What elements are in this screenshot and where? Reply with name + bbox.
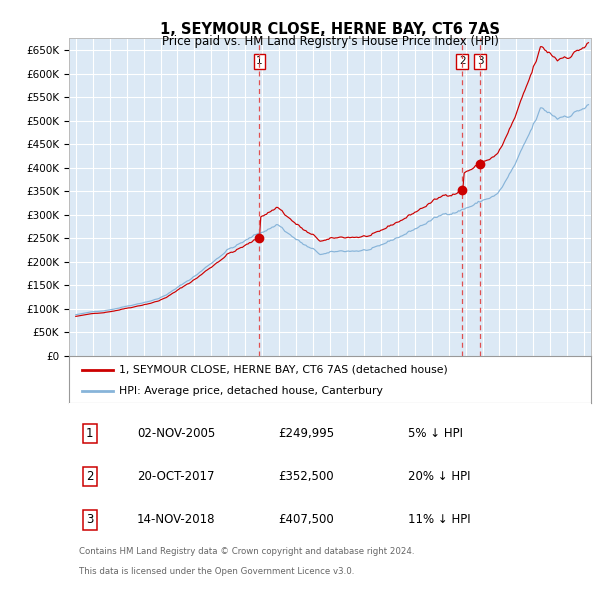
- Text: 11% ↓ HPI: 11% ↓ HPI: [409, 513, 471, 526]
- Text: 20-OCT-2017: 20-OCT-2017: [137, 470, 214, 483]
- Text: 20% ↓ HPI: 20% ↓ HPI: [409, 470, 471, 483]
- Text: 1, SEYMOUR CLOSE, HERNE BAY, CT6 7AS (detached house): 1, SEYMOUR CLOSE, HERNE BAY, CT6 7AS (de…: [119, 365, 448, 375]
- Text: £249,995: £249,995: [278, 427, 334, 440]
- Text: Price paid vs. HM Land Registry's House Price Index (HPI): Price paid vs. HM Land Registry's House …: [161, 35, 499, 48]
- Text: 1: 1: [86, 427, 94, 440]
- Text: 3: 3: [86, 513, 94, 526]
- Text: £407,500: £407,500: [278, 513, 334, 526]
- Text: 14-NOV-2018: 14-NOV-2018: [137, 513, 215, 526]
- Text: 02-NOV-2005: 02-NOV-2005: [137, 427, 215, 440]
- Text: Contains HM Land Registry data © Crown copyright and database right 2024.: Contains HM Land Registry data © Crown c…: [79, 548, 415, 556]
- Text: 2: 2: [86, 470, 94, 483]
- Text: 3: 3: [477, 56, 484, 66]
- Text: £352,500: £352,500: [278, 470, 334, 483]
- Text: 1, SEYMOUR CLOSE, HERNE BAY, CT6 7AS: 1, SEYMOUR CLOSE, HERNE BAY, CT6 7AS: [160, 22, 500, 37]
- Text: This data is licensed under the Open Government Licence v3.0.: This data is licensed under the Open Gov…: [79, 568, 355, 576]
- Text: 2: 2: [459, 56, 466, 66]
- Text: 1: 1: [256, 56, 263, 66]
- Text: HPI: Average price, detached house, Canterbury: HPI: Average price, detached house, Cant…: [119, 386, 382, 396]
- Text: 5% ↓ HPI: 5% ↓ HPI: [409, 427, 463, 440]
